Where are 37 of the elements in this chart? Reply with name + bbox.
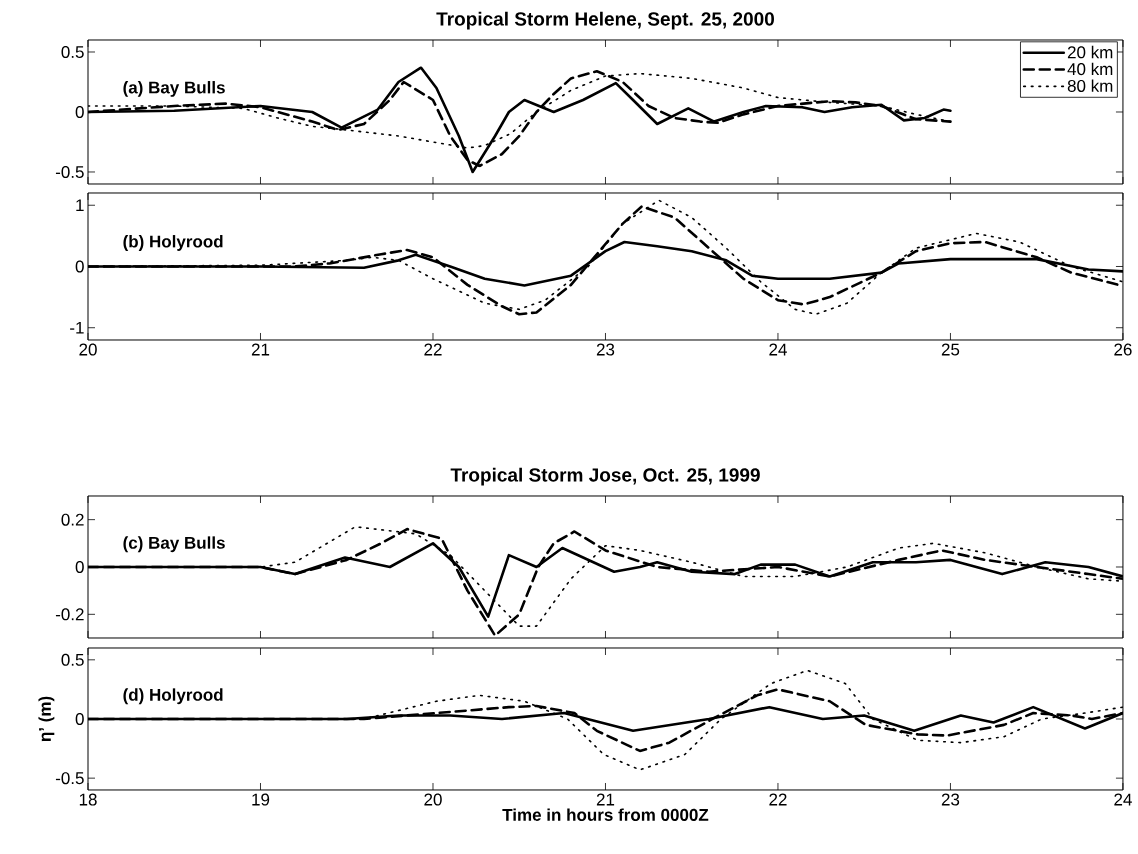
- x-tick-label: 25: [941, 343, 960, 356]
- x-tick-label: 24: [769, 343, 787, 356]
- y-tick-label: 0: [75, 105, 84, 119]
- y-axis-title: η’ (m): [38, 696, 55, 742]
- y-tick-label: -0.5: [55, 165, 84, 179]
- annotation: (c) Bay Bulls: [123, 536, 225, 553]
- x-tick-label: 21: [251, 343, 270, 356]
- x-tick-label: 22: [424, 343, 442, 356]
- y-tick-label: 0: [75, 560, 84, 574]
- x-tick-label: 24: [1114, 793, 1132, 806]
- legend-label: 80 km: [1067, 79, 1113, 92]
- legend-label: 20 km: [1067, 45, 1113, 59]
- annotation: (b) Holyrood: [123, 235, 223, 251]
- x-tick-label: 23: [941, 793, 960, 806]
- y-tick-label: 0: [75, 260, 84, 273]
- x-tick-label: 20: [79, 343, 97, 356]
- chart-title: Tropical Storm Helene, Sept. 25, 2000: [436, 11, 774, 30]
- y-tick-label: -1: [70, 321, 84, 334]
- y-tick-label: 0.2: [61, 513, 84, 526]
- y-tick-label: 1: [76, 199, 84, 212]
- annotation: (a) Bay Bulls: [123, 81, 225, 97]
- y-tick-label: 0.5: [61, 653, 84, 666]
- y-tick-label: 0: [75, 712, 84, 726]
- chart-title: Tropical Storm Jose, Oct. 25, 1999: [450, 467, 760, 486]
- y-tick-label: -0.5: [55, 772, 84, 785]
- x-tick-label: 23: [596, 343, 615, 356]
- y-tick-label: -0.2: [55, 608, 84, 621]
- legend-label: 40 km: [1067, 62, 1113, 76]
- x-tick-label: 18: [79, 793, 97, 806]
- x-tick-label: 22: [769, 793, 787, 806]
- y-tick-label: 0.5: [61, 45, 84, 59]
- x-tick-label: 20: [424, 793, 442, 806]
- x-tick-label: 26: [1114, 343, 1132, 356]
- annotation: (d) Holyrood: [123, 688, 223, 705]
- x-tick-label: 21: [596, 793, 615, 806]
- x-tick-label: 19: [252, 793, 270, 806]
- x-axis-title: Time in hours from 0000Z: [502, 808, 709, 821]
